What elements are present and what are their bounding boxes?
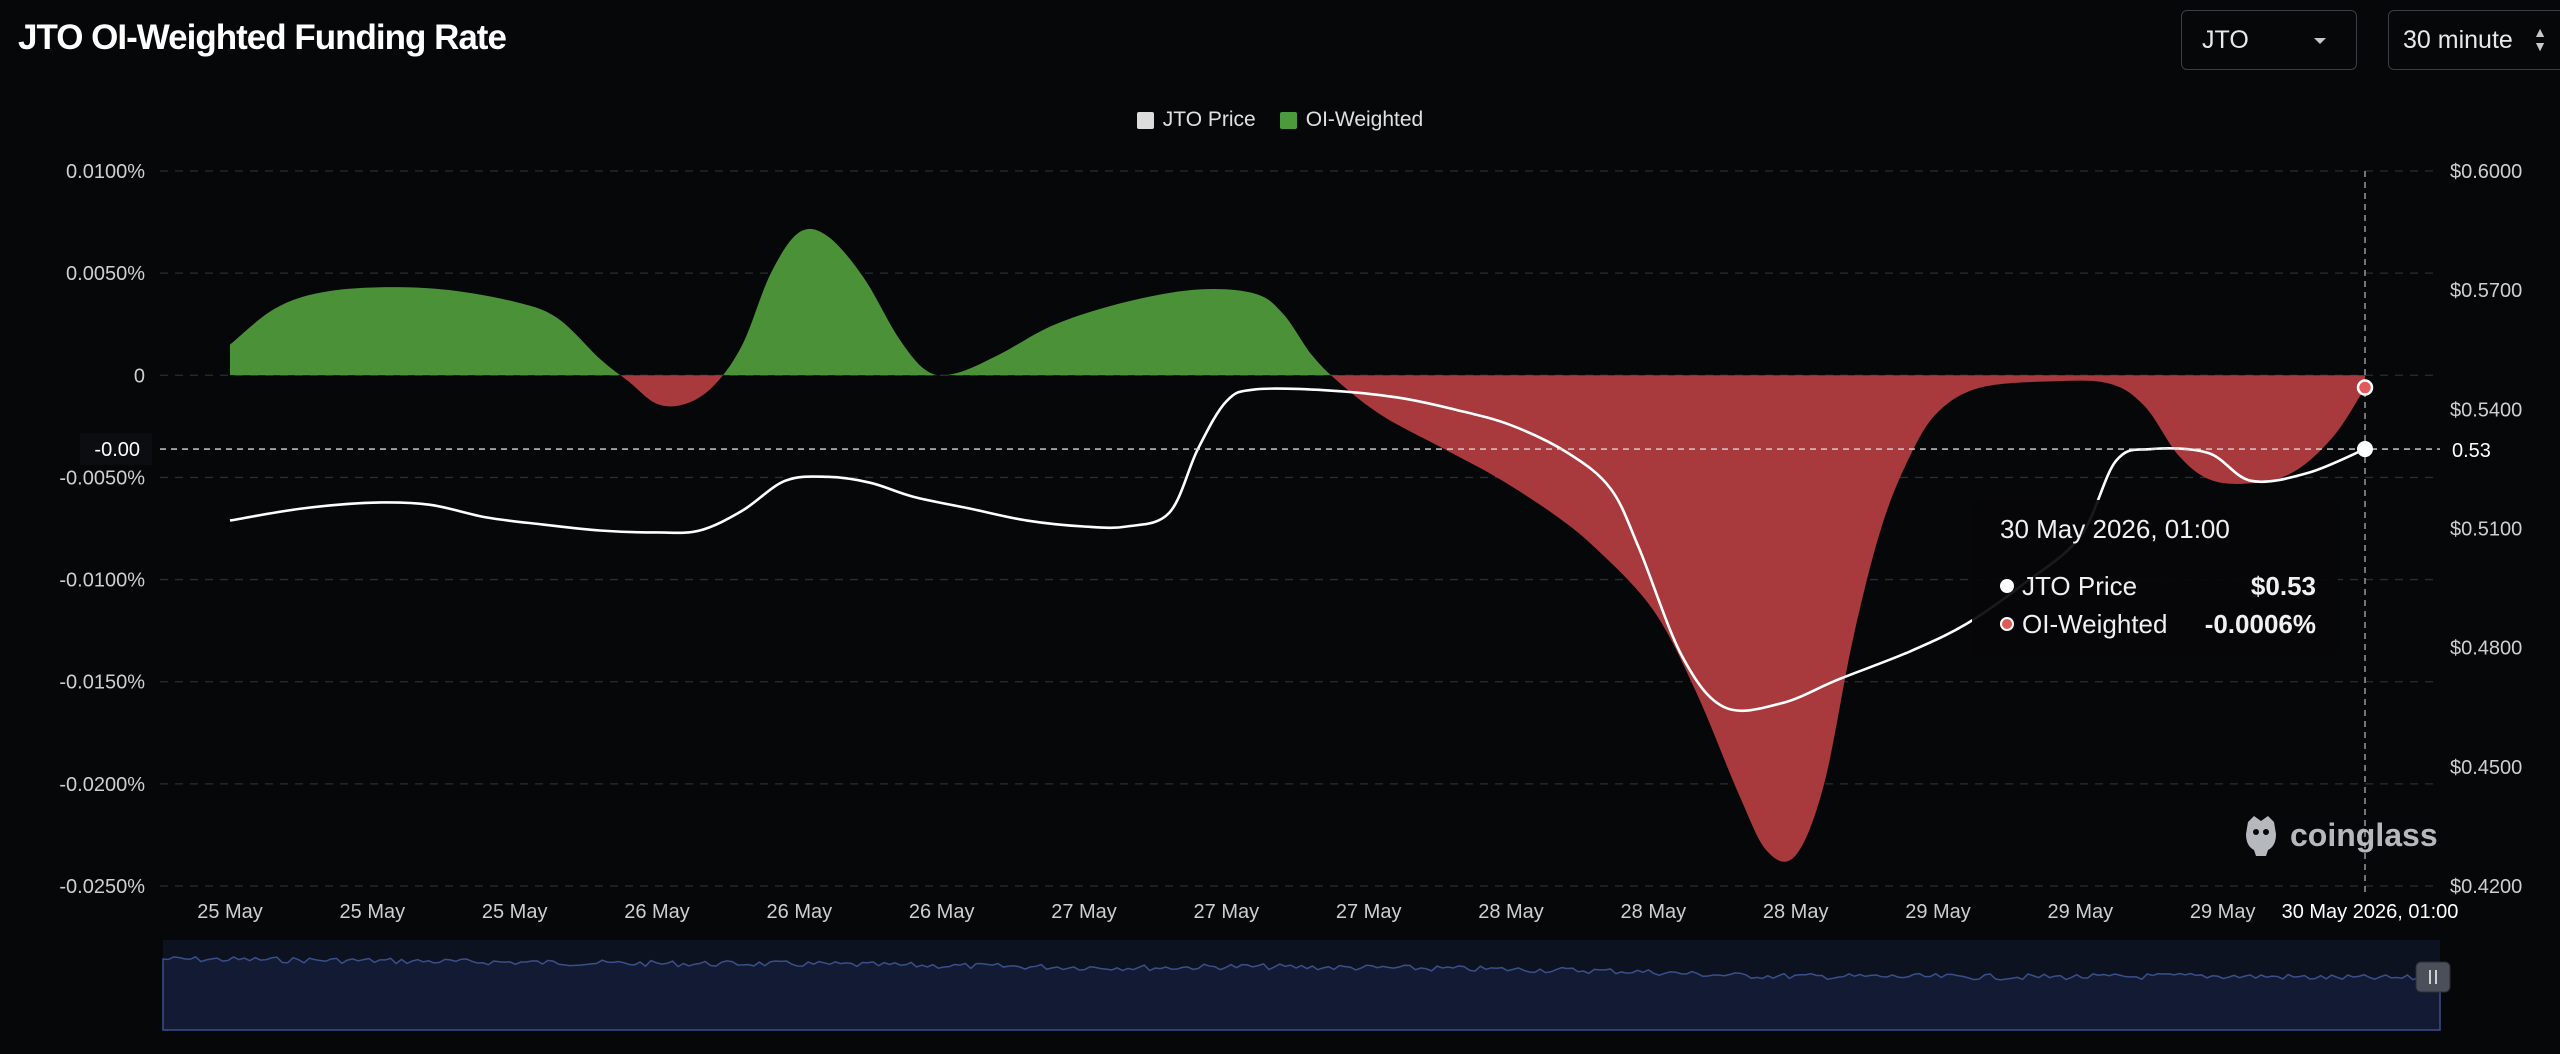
legend-item-price[interactable]: JTO Price (1136, 108, 1256, 132)
oi-weighted-area (230, 228, 2365, 862)
watermark-text: coinglass (2290, 816, 2438, 853)
x-tick-label: 26 May (767, 901, 833, 923)
oi-positive-area (230, 228, 1331, 376)
tooltip-value-price: $0.53 (2250, 570, 2316, 601)
chart-legend: JTO Price OI-Weighted (0, 108, 2560, 132)
y-left-tick-label: 0.0050% (66, 263, 145, 285)
x-tick-label: 27 May (1051, 901, 1117, 923)
coinglass-watermark: coinglass (2240, 812, 2438, 858)
y-right-tick-label: $0.4800 (2450, 638, 2522, 660)
tooltip-row-price: JTO Price $0.53 (2000, 567, 2338, 605)
oi-negative-area (230, 375, 2365, 862)
y-right-tick-label: $0.5700 (2450, 280, 2522, 302)
interval-select[interactable]: 30 minute ▲ ▼ (2388, 10, 2560, 70)
x-tick-label: 25 May (340, 901, 406, 923)
sort-arrows-icon: ▲ ▼ (2533, 24, 2547, 54)
x-tick-label: 26 May (624, 901, 690, 923)
y-right-tick-label: $0.5400 (2450, 399, 2522, 421)
crosshair-left-label: -0.00 (94, 439, 140, 461)
tooltip-value-oi: -0.0006% (2204, 608, 2316, 639)
tooltip-label-oi: OI-Weighted (2022, 608, 2168, 639)
y-right-tick-label: $0.6000 (2450, 161, 2522, 183)
chevron-down-icon (2314, 38, 2326, 44)
y-left-tick-label: -0.0250% (59, 876, 145, 898)
legend-label-oi: OI-Weighted (1305, 108, 1424, 131)
axes: 0.0100%0.0050%0-0.0050%-0.0100%-0.0150%-… (59, 161, 2522, 923)
x-tick-label: 29 May (2190, 901, 2256, 923)
y-left-tick-label: -0.0050% (59, 467, 145, 489)
y-left-tick-label: -0.0100% (59, 570, 145, 592)
crosshair-x-label: 30 May 2026, 01:00 (2282, 901, 2459, 923)
coinglass-logo-icon (2246, 816, 2276, 856)
navigator-handle[interactable] (2415, 961, 2451, 993)
legend-swatch-price (1136, 111, 1154, 129)
price-marker-dot (2357, 441, 2373, 458)
symbol-select-value: JTO (2202, 25, 2249, 54)
x-tick-label: 28 May (1478, 901, 1544, 923)
crosshair-x-label-bg (2266, 896, 2462, 926)
x-tick-label: 29 May (1905, 901, 1971, 923)
tooltip-dot-price (2000, 579, 2014, 593)
tooltip-label-price: JTO Price (2022, 570, 2138, 601)
y-right-tick-label: $0.4200 (2450, 876, 2522, 898)
x-tick-label: 27 May (1336, 901, 1402, 923)
navigator-series (162, 955, 2441, 1031)
navigator[interactable] (162, 940, 2451, 1031)
crosshair-left-label-bg (80, 433, 152, 466)
tooltip-row-oi: OI-Weighted -0.0006% (2000, 605, 2338, 643)
legend-item-oi[interactable]: OI-Weighted (1279, 108, 1424, 132)
x-tick-label: 29 May (2048, 901, 2114, 923)
y-left-tick-label: 0 (134, 365, 145, 387)
y-right-tick-label: $0.4500 (2450, 757, 2522, 779)
oi-marker-dot (2356, 379, 2374, 396)
x-tick-label: 25 May (197, 901, 263, 923)
y-left-tick-label: -0.0150% (59, 672, 145, 694)
y-right-tick-label: $0.5100 (2450, 519, 2522, 541)
y-left-tick-label: 0.0100% (66, 161, 145, 183)
chart-tooltip: 30 May 2026, 01:00 JTO Price $0.53 OI-We… (1972, 500, 2338, 655)
page-title: JTO OI-Weighted Funding Rate (18, 18, 507, 57)
tooltip-title: 30 May 2026, 01:00 (2000, 514, 2230, 544)
tooltip-dot-oi (2000, 617, 2014, 631)
x-tick-label: 25 May (482, 901, 548, 923)
crosshair: -0.00 0.53 30 May 2026, 01:00 (80, 171, 2491, 926)
x-tick-label: 26 May (909, 901, 975, 923)
crosshair-right-label: 0.53 (2452, 440, 2491, 462)
legend-label-price: JTO Price (1162, 108, 1256, 131)
x-tick-label: 28 May (1621, 901, 1687, 923)
y-left-tick-label: -0.0200% (59, 774, 145, 796)
interval-select-value: 30 minute (2403, 25, 2513, 54)
x-tick-label: 28 May (1763, 901, 1829, 923)
symbol-select[interactable]: JTO (2181, 10, 2357, 70)
x-tick-label: 27 May (1194, 901, 1260, 923)
legend-swatch-oi (1279, 111, 1297, 129)
